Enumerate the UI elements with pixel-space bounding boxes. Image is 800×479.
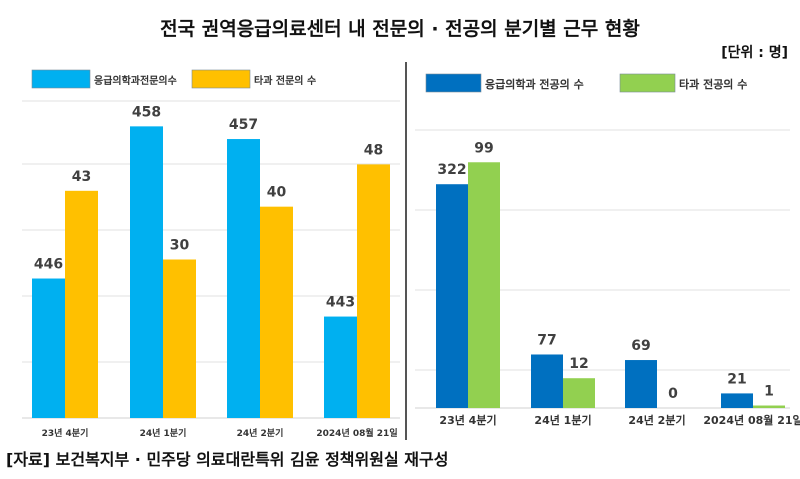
unit-label: [단위 : 명] [721, 45, 788, 61]
bar [163, 259, 196, 418]
legend-swatch [191, 69, 251, 89]
data-label: 40 [267, 185, 287, 201]
category-label: 2024년 08월 21일 [703, 413, 800, 427]
data-label: 458 [132, 104, 161, 120]
data-label: 12 [569, 356, 588, 372]
legend-swatch [619, 73, 676, 93]
bar [65, 190, 98, 418]
data-label: 322 [437, 162, 466, 178]
data-label: 21 [727, 371, 746, 387]
bar [753, 405, 785, 408]
bar [468, 162, 500, 408]
data-label: 77 [537, 332, 556, 348]
legend-label: 응급의학과전문의수 [94, 74, 177, 87]
data-label: 30 [170, 238, 190, 254]
bar [324, 316, 357, 418]
data-label: 48 [364, 142, 383, 158]
category-label: 24년 1분기 [534, 413, 591, 427]
bar [227, 139, 260, 419]
bar [260, 206, 293, 418]
data-label: 1 [764, 384, 774, 400]
category-label: 23년 4분기 [439, 413, 496, 427]
data-label: 69 [631, 338, 650, 354]
legend-swatch [31, 69, 91, 89]
data-label: 446 [34, 257, 63, 273]
legend-swatch [425, 73, 482, 93]
bar [531, 354, 563, 408]
category-label: 24년 1분기 [140, 427, 187, 439]
category-label: 23년 4분기 [42, 427, 89, 439]
data-label: 99 [474, 140, 493, 156]
bar [130, 126, 163, 419]
data-label: 43 [72, 169, 91, 185]
legend-label: 타과 전공의 수 [679, 77, 747, 91]
data-label: 443 [326, 295, 355, 311]
category-label: 24년 2분기 [237, 427, 284, 439]
bar [563, 378, 595, 408]
legend-label: 타과 전문의 수 [254, 74, 316, 87]
bar [357, 164, 390, 418]
bar [721, 393, 753, 408]
category-label: 24년 2분기 [628, 413, 685, 427]
data-label: 457 [229, 117, 258, 133]
legend-label: 응급의학과 전공의 수 [485, 77, 584, 91]
bar [625, 360, 657, 408]
data-label: 0 [668, 386, 678, 402]
chart-divider [405, 62, 407, 440]
source-note: [자료] 보건복지부 · 민주당 의료대란특위 김윤 정책위원실 재구성 [6, 450, 449, 469]
bar [32, 278, 65, 418]
bar [436, 184, 468, 408]
category-label: 2024년 08월 21일 [316, 427, 397, 439]
chart-title: 전국 권역응급의료센터 내 전문의 · 전공의 분기별 근무 현황 [160, 18, 640, 40]
